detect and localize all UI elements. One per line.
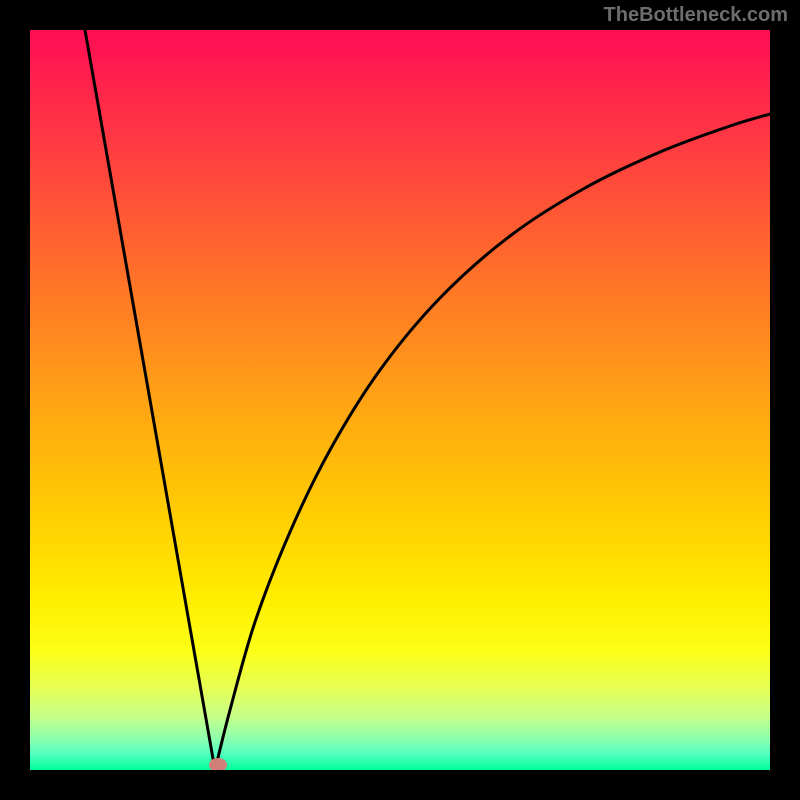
watermark-text: TheBottleneck.com (604, 4, 788, 27)
bottleneck-curve (85, 30, 770, 770)
curve-layer (30, 30, 770, 770)
plot-area (30, 30, 770, 770)
valley-marker (209, 758, 227, 770)
